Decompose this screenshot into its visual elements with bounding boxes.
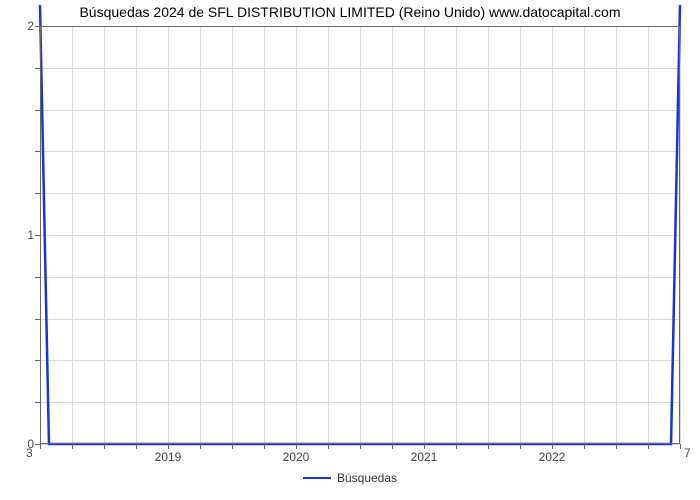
x-tick-mark <box>584 444 585 449</box>
x-tick-mark <box>648 444 649 449</box>
x-tick-mark <box>488 444 489 449</box>
x-tick-mark <box>72 444 73 449</box>
y-tick-mark <box>35 110 40 111</box>
legend: Búsquedas <box>0 470 700 485</box>
x-tick-mark <box>232 444 233 449</box>
corner-bottom-left-label: 3 <box>26 446 33 460</box>
x-tick-mark <box>616 444 617 449</box>
corner-bottom-right-label: 7 <box>684 446 691 460</box>
x-tick-mark <box>520 444 521 449</box>
plot-area: 2019202020212022012 <box>40 26 680 444</box>
y-tick-mark <box>35 151 40 152</box>
grid-line-vertical <box>680 26 681 444</box>
x-tick-mark <box>104 444 105 449</box>
series-line <box>40 5 680 444</box>
x-tick-label: 2021 <box>411 444 438 464</box>
legend-line-icon <box>303 477 331 479</box>
x-tick-label: 2019 <box>155 444 182 464</box>
x-tick-mark <box>264 444 265 449</box>
line-layer <box>40 26 680 444</box>
y-tick-mark <box>35 360 40 361</box>
y-tick-mark <box>35 193 40 194</box>
legend-label: Búsquedas <box>337 471 397 485</box>
x-tick-mark <box>136 444 137 449</box>
y-tick-mark <box>35 68 40 69</box>
x-tick-mark <box>456 444 457 449</box>
y-tick-mark <box>35 319 40 320</box>
x-tick-mark <box>328 444 329 449</box>
x-tick-label: 2022 <box>539 444 566 464</box>
y-tick-label: 1 <box>27 228 40 242</box>
chart-container: Búsquedas 2024 de SFL DISTRIBUTION LIMIT… <box>0 0 700 500</box>
y-tick-mark <box>35 277 40 278</box>
y-tick-mark <box>35 402 40 403</box>
x-tick-mark <box>680 444 681 449</box>
chart-title: Búsquedas 2024 de SFL DISTRIBUTION LIMIT… <box>0 4 700 20</box>
x-tick-mark <box>392 444 393 449</box>
x-tick-mark <box>360 444 361 449</box>
y-tick-label: 2 <box>27 19 40 33</box>
x-tick-mark <box>40 444 41 449</box>
x-tick-mark <box>200 444 201 449</box>
x-tick-label: 2020 <box>283 444 310 464</box>
